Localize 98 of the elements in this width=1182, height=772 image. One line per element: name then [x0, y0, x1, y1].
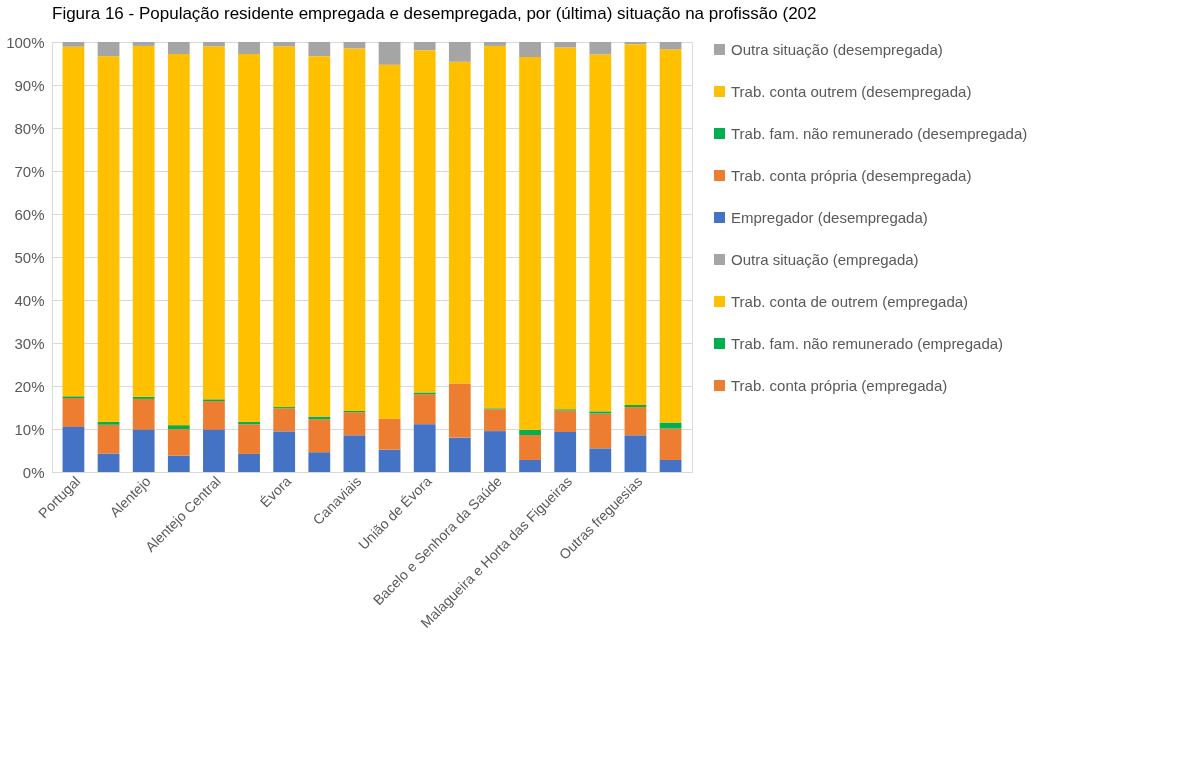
legend-label: Trab. conta de outrem (empregada)	[731, 292, 969, 310]
bar	[343, 48, 366, 411]
bar	[132, 42, 155, 46]
bar	[97, 424, 120, 454]
bar	[97, 421, 120, 425]
bar	[659, 49, 682, 423]
bar	[554, 432, 577, 472]
bar	[589, 411, 612, 414]
bar	[413, 42, 436, 51]
bar	[167, 429, 190, 456]
bar	[167, 42, 190, 55]
bar	[519, 429, 541, 436]
y-tick-label: 50%	[14, 248, 45, 266]
bar	[238, 424, 260, 454]
bar	[519, 42, 541, 58]
bar	[343, 42, 366, 49]
bar	[203, 42, 225, 47]
y-tick-label: 40%	[14, 291, 45, 309]
y-tick-label: 10%	[14, 420, 45, 438]
bar	[589, 413, 612, 449]
bar	[308, 452, 331, 472]
bar	[413, 50, 436, 393]
bar	[589, 54, 612, 412]
bar	[273, 42, 296, 47]
bar	[238, 54, 260, 422]
bar	[203, 401, 225, 430]
bar	[343, 435, 366, 472]
legend-label: Trab. conta própria (empregada)	[731, 376, 948, 394]
y-tick-label: 90%	[14, 76, 45, 94]
bar	[62, 426, 85, 472]
legend-label: Trab. fam. não remunerado (empregada)	[731, 334, 1004, 352]
bar	[167, 455, 190, 472]
bar	[238, 453, 260, 472]
bar	[97, 453, 120, 472]
bar	[448, 42, 471, 62]
bar	[132, 396, 155, 399]
bar	[589, 42, 612, 55]
bar	[659, 42, 682, 50]
bar	[413, 394, 436, 425]
bar	[659, 459, 682, 472]
bar	[484, 42, 506, 46]
y-tick-label: 30%	[14, 334, 45, 352]
bar	[554, 47, 577, 410]
bar	[554, 410, 577, 433]
bar	[484, 409, 506, 432]
bar	[203, 429, 225, 472]
bar	[167, 54, 190, 426]
bar	[624, 407, 647, 436]
legend-label: Trab. conta outrem (desempregada)	[731, 82, 972, 100]
bar	[62, 42, 85, 47]
bar	[273, 431, 296, 472]
bar	[484, 45, 506, 409]
bar	[659, 428, 682, 460]
bar	[378, 64, 401, 419]
bar	[273, 46, 296, 408]
bar	[378, 449, 401, 472]
legend-label: Outra situação (empregada)	[731, 250, 919, 268]
legend-label: Trab. conta própria (desempregada)	[731, 166, 972, 184]
bar	[519, 459, 541, 472]
y-tick-label: 70%	[14, 162, 45, 180]
bar	[97, 42, 120, 57]
bar	[273, 408, 296, 432]
bar	[308, 56, 331, 417]
bar	[132, 398, 155, 430]
bar	[448, 61, 471, 384]
bar	[554, 42, 577, 48]
bar	[167, 425, 190, 429]
y-tick-label: 100%	[6, 33, 45, 51]
bar	[132, 429, 155, 472]
bar	[203, 46, 225, 400]
bar	[238, 42, 260, 55]
y-tick-label: 60%	[14, 205, 45, 223]
legend-label: Outra situação (desempregada)	[731, 40, 943, 58]
bar	[308, 42, 331, 57]
bar	[484, 431, 506, 472]
bar	[62, 46, 85, 397]
legend-label: Trab. fam. não remunerado (desempregada)	[731, 124, 1028, 142]
bar	[378, 42, 401, 65]
bar	[624, 44, 647, 405]
bar	[97, 56, 120, 422]
bar	[132, 45, 155, 397]
bar	[448, 383, 471, 438]
bar	[62, 398, 85, 427]
y-tick-label: 0%	[22, 463, 45, 481]
bar	[659, 422, 682, 429]
bar	[308, 419, 331, 453]
bar	[448, 437, 471, 472]
bar	[378, 418, 401, 450]
bar	[413, 424, 436, 472]
bar	[343, 412, 366, 436]
bar	[624, 435, 647, 472]
bar	[519, 57, 541, 430]
bar	[519, 435, 541, 460]
y-tick-label: 80%	[14, 119, 45, 137]
bar	[589, 448, 612, 472]
legend-label: Empregador (desempregada)	[731, 208, 928, 226]
y-tick-label: 20%	[14, 377, 45, 395]
chart-title: Figura 16 - População residente empregada e desempregada, por (última) situação na profissão (202	[52, 4, 817, 23]
